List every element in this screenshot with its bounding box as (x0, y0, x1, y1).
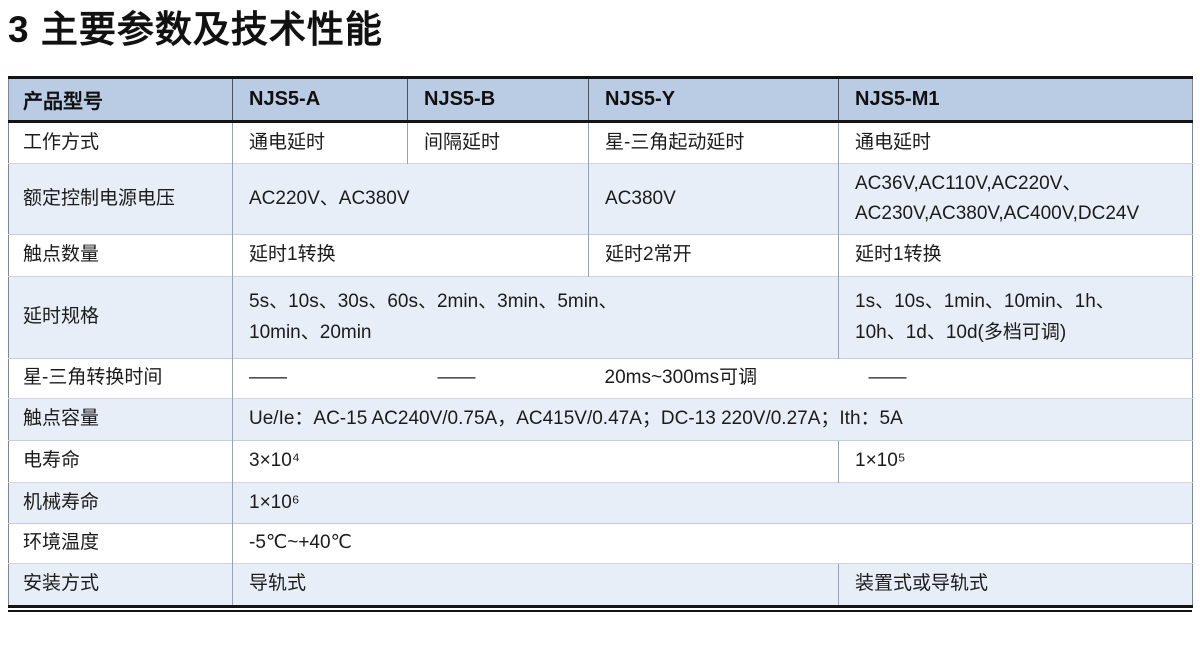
cell-contact-count-y: 延时2常开 (588, 234, 839, 277)
table-header-row: 产品型号 NJS5-A NJS5-B NJS5-Y NJS5-M1 (8, 77, 1193, 124)
row-work-mode: 工作方式 通电延时 间隔延时 星-三角起动延时 通电延时 (8, 121, 1193, 164)
cell-mounting-m1: 装置式或导轨式 (838, 563, 1193, 607)
row-label-electrical-life: 电寿命 (8, 440, 233, 483)
cell-star-delta-y: 20ms~300ms可调 (588, 358, 839, 399)
cell-rated-voltage-ab: AC220V、AC380V (232, 163, 589, 235)
table-bottom-rule (8, 610, 1192, 613)
row-ambient-temp: 环境温度 -5℃~+40℃ (8, 523, 1193, 564)
cell-star-delta-a: —— (232, 358, 408, 399)
cell-rated-voltage-m1: AC36V,AC110V,AC220V、 AC230V,AC380V,AC400… (838, 163, 1193, 235)
row-star-delta-time: 星-三角转换时间 —— —— 20ms~300ms可调 —— (8, 358, 1193, 399)
spec-table-container: 产品型号 NJS5-A NJS5-B NJS5-Y NJS5-M1 工作方式 通… (8, 76, 1193, 613)
cell-star-delta-b: —— (407, 358, 589, 399)
row-delay-spec: 延时规格 5s、10s、30s、60s、2min、3min、5min、 10mi… (8, 276, 1193, 359)
row-label-rated-voltage: 额定控制电源电压 (8, 163, 233, 235)
cell-star-delta-m1: —— (838, 358, 1193, 399)
cell-contact-count-ab: 延时1转换 (232, 234, 589, 277)
row-label-star-delta-time: 星-三角转换时间 (8, 358, 233, 399)
cell-rated-voltage-y: AC380V (588, 163, 839, 235)
row-label-contact-capacity: 触点容量 (8, 398, 233, 441)
page-title: 3 主要参数及技术性能 (8, 9, 383, 50)
cell-electrical-life-m1: 1×10⁵ (838, 440, 1193, 483)
row-mechanical-life: 机械寿命 1×10⁶ (8, 482, 1193, 524)
header-njs5-y: NJS5-Y (588, 77, 839, 124)
row-contact-count: 触点数量 延时1转换 延时2常开 延时1转换 (8, 234, 1193, 277)
row-label-mechanical-life: 机械寿命 (8, 482, 233, 524)
cell-work-mode-a: 通电延时 (232, 121, 408, 164)
header-njs5-b: NJS5-B (407, 77, 589, 124)
cell-work-mode-y: 星-三角起动延时 (588, 121, 839, 164)
row-contact-capacity: 触点容量 Ue/Ie：AC-15 AC240V/0.75A，AC415V/0.4… (8, 398, 1193, 441)
cell-delay-spec-aby: 5s、10s、30s、60s、2min、3min、5min、 10min、20m… (232, 276, 839, 359)
cell-mounting-aby: 导轨式 (232, 563, 839, 607)
cell-mechanical-life-all: 1×10⁶ (232, 482, 1193, 524)
row-label-ambient-temp: 环境温度 (8, 523, 233, 564)
row-label-work-mode: 工作方式 (8, 121, 233, 164)
spec-table: 产品型号 NJS5-A NJS5-B NJS5-Y NJS5-M1 工作方式 通… (8, 76, 1193, 609)
row-rated-voltage: 额定控制电源电压 AC220V、AC380V AC380V AC36V,AC11… (8, 163, 1193, 235)
row-label-contact-count: 触点数量 (8, 234, 233, 277)
row-electrical-life: 电寿命 3×10⁴ 1×10⁵ (8, 440, 1193, 483)
cell-contact-capacity-all: Ue/Ie：AC-15 AC240V/0.75A，AC415V/0.47A；DC… (232, 398, 1193, 441)
header-product-model: 产品型号 (8, 77, 233, 124)
cell-delay-spec-m1: 1s、10s、1min、10min、1h、 10h、1d、10d(多档可调) (838, 276, 1193, 359)
cell-ambient-temp-all: -5℃~+40℃ (232, 523, 1193, 564)
row-mounting: 安装方式 导轨式 装置式或导轨式 (8, 563, 1193, 607)
row-label-mounting: 安装方式 (8, 563, 233, 607)
cell-electrical-life-aby: 3×10⁴ (232, 440, 839, 483)
header-njs5-m1: NJS5-M1 (838, 77, 1193, 124)
cell-work-mode-b: 间隔延时 (407, 121, 589, 164)
row-label-delay-spec: 延时规格 (8, 276, 233, 359)
cell-contact-count-m1: 延时1转换 (838, 234, 1193, 277)
cell-work-mode-m1: 通电延时 (838, 121, 1193, 164)
header-njs5-a: NJS5-A (232, 77, 408, 124)
